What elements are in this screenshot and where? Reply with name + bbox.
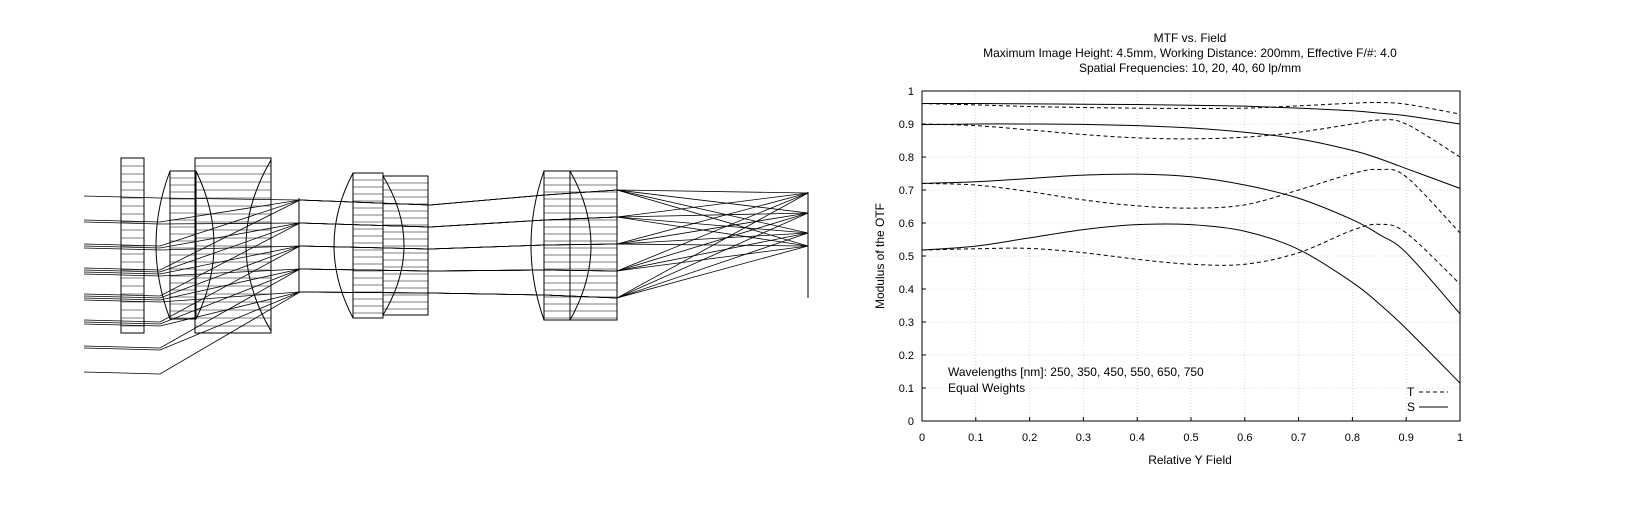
wavelengths-annotation: Wavelengths [nm]: 250, 350, 450, 550, 65… bbox=[948, 365, 1204, 379]
series-t-10 bbox=[921, 102, 1461, 115]
y-tick-label: 0 bbox=[908, 416, 914, 428]
legend-label-s: S bbox=[1407, 400, 1415, 414]
x-tick-label: 0.1 bbox=[968, 432, 983, 444]
y-tick-label: 1 bbox=[908, 86, 914, 98]
x-tick-label: 0.2 bbox=[1022, 432, 1037, 444]
x-tick-label: 0.4 bbox=[1130, 432, 1145, 444]
y-tick-label: 0.4 bbox=[899, 284, 914, 296]
lens-layout-diagram bbox=[83, 157, 809, 375]
x-tick-label: 0.8 bbox=[1345, 432, 1360, 444]
lens-element bbox=[194, 157, 272, 334]
lens-elements bbox=[120, 157, 618, 334]
x-tick-label: 0.7 bbox=[1291, 432, 1306, 444]
lens-surface bbox=[569, 170, 592, 321]
lens-surface bbox=[333, 172, 354, 319]
y-tick-label: 0.5 bbox=[899, 251, 914, 263]
x-tick-label: 0.6 bbox=[1237, 432, 1252, 444]
chart-grid bbox=[922, 91, 1460, 421]
chart-subtitle-1: Maximum Image Height: 4.5mm, Working Dis… bbox=[983, 46, 1397, 60]
y-tick-label: 0.6 bbox=[899, 218, 914, 230]
chart-legend: T S bbox=[1407, 385, 1448, 414]
series-s-60 bbox=[921, 223, 1461, 384]
legend-label-t: T bbox=[1407, 385, 1415, 399]
x-tick-label: 0.5 bbox=[1183, 432, 1198, 444]
x-tick-label: 0 bbox=[919, 432, 925, 444]
lens-surface bbox=[245, 159, 272, 332]
x-tick-label: 0.3 bbox=[1076, 432, 1091, 444]
lens-element bbox=[169, 170, 197, 320]
y-tick-label: 0.9 bbox=[899, 119, 914, 131]
series-s-20 bbox=[921, 123, 1461, 189]
lens-surface bbox=[530, 170, 545, 321]
series-s-10 bbox=[921, 103, 1461, 125]
y-tick-label: 0.3 bbox=[899, 317, 914, 329]
lens-element bbox=[569, 170, 618, 321]
weights-annotation: Equal Weights bbox=[948, 381, 1025, 395]
lens-element bbox=[120, 157, 145, 334]
lens-element bbox=[382, 175, 429, 316]
x-axis-label: Relative Y Field bbox=[1148, 453, 1232, 467]
chart-title: MTF vs. Field bbox=[1154, 31, 1227, 45]
y-tick-label: 0.1 bbox=[899, 383, 914, 395]
lens-surface bbox=[382, 175, 405, 316]
y-tick-label: 0.2 bbox=[899, 350, 914, 362]
series-t-60 bbox=[921, 223, 1461, 285]
series-t-20 bbox=[921, 119, 1461, 158]
y-axis-label: Modulus of the OTF bbox=[873, 203, 887, 309]
lens-surface bbox=[155, 170, 171, 320]
series-s-40 bbox=[921, 173, 1461, 315]
chart-ticks: 0 0.1 0.2 0.3 0.4 0.5 0.6 0.7 0.8 0.9 1 0 0.1 0.2 0.3 0… bbox=[899, 86, 1463, 444]
y-tick-label: 0.7 bbox=[899, 185, 914, 197]
chart-subtitle-2: Spatial Frequencies: 10, 20, 40, 60 lp/m… bbox=[1079, 61, 1301, 75]
x-tick-label: 0.9 bbox=[1399, 432, 1414, 444]
chart-series bbox=[921, 102, 1461, 384]
y-tick-label: 0.8 bbox=[899, 152, 914, 164]
x-tick-label: 1 bbox=[1457, 432, 1463, 444]
